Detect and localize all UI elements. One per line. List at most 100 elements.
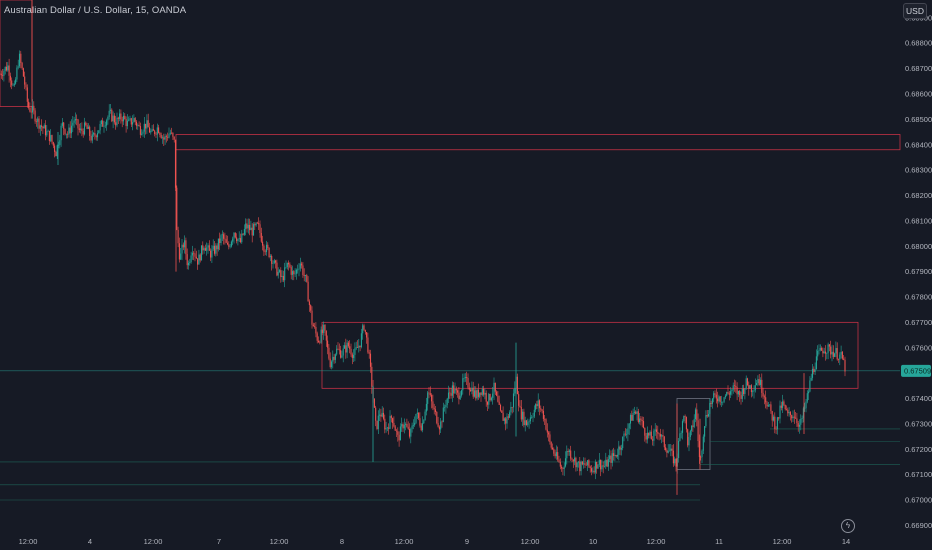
- candle-body: [109, 109, 112, 111]
- candle-body: [496, 391, 498, 396]
- candle-body: [590, 468, 593, 472]
- candle-body: [722, 401, 724, 403]
- candle-body: [464, 377, 466, 378]
- candle-body: [206, 247, 208, 251]
- candle-body: [488, 393, 490, 405]
- candle-body: [273, 260, 275, 264]
- candle-body: [817, 350, 819, 357]
- candle-body: [29, 107, 31, 112]
- candle-body: [380, 414, 382, 417]
- candle-body: [509, 412, 511, 418]
- candle-body: [265, 244, 268, 253]
- candle-body: [367, 337, 369, 353]
- candle-body: [550, 442, 552, 448]
- candle-body: [804, 408, 806, 409]
- candle-body: [55, 151, 57, 157]
- candle-body: [428, 392, 430, 394]
- candle-body: [626, 434, 628, 435]
- candle-body: [138, 124, 140, 127]
- symbol-title: Australian Dollar / U.S. Dollar, 15, OAN…: [4, 5, 187, 16]
- candle-body: [306, 275, 308, 282]
- candle-body: [64, 128, 66, 135]
- candle-body: [635, 411, 637, 414]
- candle-body: [518, 394, 520, 406]
- x-tick-label: 12:00: [647, 537, 666, 546]
- candle-body: [12, 85, 14, 86]
- candle-body: [359, 345, 361, 348]
- candle-body: [347, 342, 349, 347]
- candle-body: [670, 448, 672, 451]
- candle-body: [241, 233, 243, 243]
- lightning-icon[interactable]: ϟ: [841, 519, 855, 533]
- candle-body: [615, 454, 617, 457]
- candle-body: [796, 418, 798, 424]
- candle-body: [563, 466, 565, 469]
- candle-body: [113, 115, 115, 123]
- candle-body: [779, 405, 781, 419]
- candle-body: [312, 324, 314, 327]
- candle-body: [210, 250, 212, 258]
- candle-body: [700, 457, 702, 458]
- candle-body: [458, 392, 460, 400]
- current-price-layer: 0.67509: [0, 364, 931, 377]
- candle-body: [724, 395, 726, 398]
- candle-body: [16, 67, 18, 80]
- candle-body: [369, 353, 372, 367]
- candle-body: [650, 431, 652, 440]
- candle-body: [0, 73, 1, 75]
- candle-body: [754, 385, 756, 391]
- candle-body: [798, 424, 801, 427]
- candle-body: [427, 392, 429, 404]
- candle-body: [269, 255, 271, 257]
- candle-body: [184, 240, 186, 248]
- x-tick-label: 12:00: [19, 537, 38, 546]
- candle-body: [243, 229, 245, 235]
- candle-body: [255, 222, 257, 226]
- candle-body: [2, 75, 4, 76]
- candle-body: [353, 354, 355, 358]
- candle-body: [280, 270, 282, 278]
- candle-body: [653, 430, 655, 441]
- candle-body: [321, 329, 323, 333]
- candle-body: [78, 128, 80, 130]
- candle-body: [111, 109, 113, 122]
- candle-body: [314, 326, 316, 327]
- candle-body: [411, 425, 413, 429]
- candle-body: [762, 392, 764, 397]
- candle-body: [454, 388, 456, 394]
- candle-body: [368, 352, 370, 354]
- candle-body: [542, 410, 544, 419]
- candle-body: [498, 401, 500, 405]
- candle-body: [502, 412, 504, 421]
- candle-body: [415, 413, 417, 423]
- candle-body: [566, 451, 568, 459]
- candle-body: [31, 105, 34, 113]
- candle-body: [828, 344, 830, 347]
- candle-body: [216, 245, 218, 250]
- candle-body: [609, 455, 611, 460]
- candle-body: [108, 110, 110, 117]
- candle-body: [697, 420, 699, 442]
- candle-body: [408, 428, 411, 437]
- candle-body: [479, 392, 481, 397]
- candle-body: [152, 129, 154, 131]
- candle-body: [381, 412, 383, 417]
- currency-button[interactable]: USD: [903, 3, 927, 19]
- candle-body: [668, 450, 671, 452]
- candle-body: [349, 346, 351, 349]
- candle-body: [87, 126, 89, 129]
- candle-body: [637, 411, 639, 423]
- candle-body: [652, 439, 654, 441]
- candle-body: [288, 262, 290, 265]
- candle-body: [767, 404, 769, 407]
- candle-body: [545, 419, 547, 430]
- candle-body: [737, 390, 739, 395]
- candle-body: [208, 245, 210, 251]
- candle-body: [744, 388, 746, 394]
- candle-body: [399, 426, 401, 441]
- candle-body: [840, 351, 842, 355]
- candle-body: [30, 111, 32, 113]
- zones-layer: [0, 0, 901, 470]
